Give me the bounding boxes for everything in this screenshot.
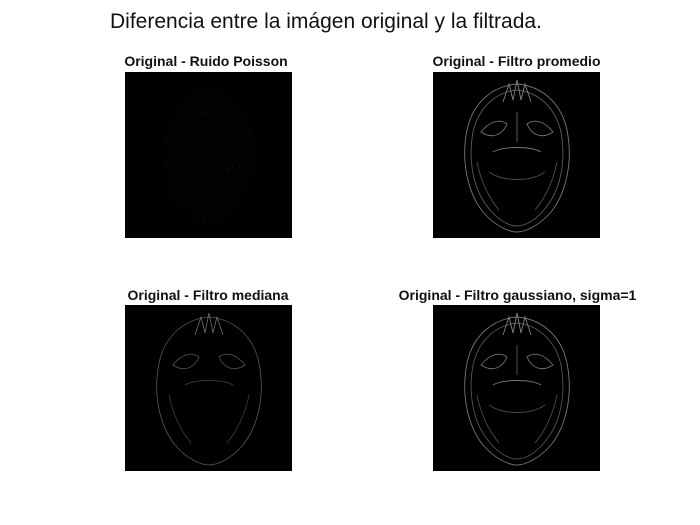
skull-edges-image: [433, 72, 600, 238]
difference-image-gaussian-filter: [433, 305, 600, 471]
difference-image-mean-filter: [433, 72, 600, 238]
panel-title-poisson: Original - Ruido Poisson: [124, 53, 288, 69]
skull-noise-image: [125, 72, 292, 238]
skull-edges-image-gaussian: [433, 305, 600, 471]
skull-edges-image-faint: [125, 305, 292, 471]
panel-title-gaussian-filter: Original - Filtro gaussiano, sigma=1: [398, 287, 637, 303]
difference-image-median-filter: [125, 305, 292, 471]
panel-title-mean-filter: Original - Filtro promedio: [432, 53, 601, 69]
panel-title-median-filter: Original - Filtro mediana: [127, 287, 289, 303]
difference-image-poisson: [125, 72, 292, 238]
figure-title: Diferencia entre la imágen original y la…: [110, 10, 542, 33]
